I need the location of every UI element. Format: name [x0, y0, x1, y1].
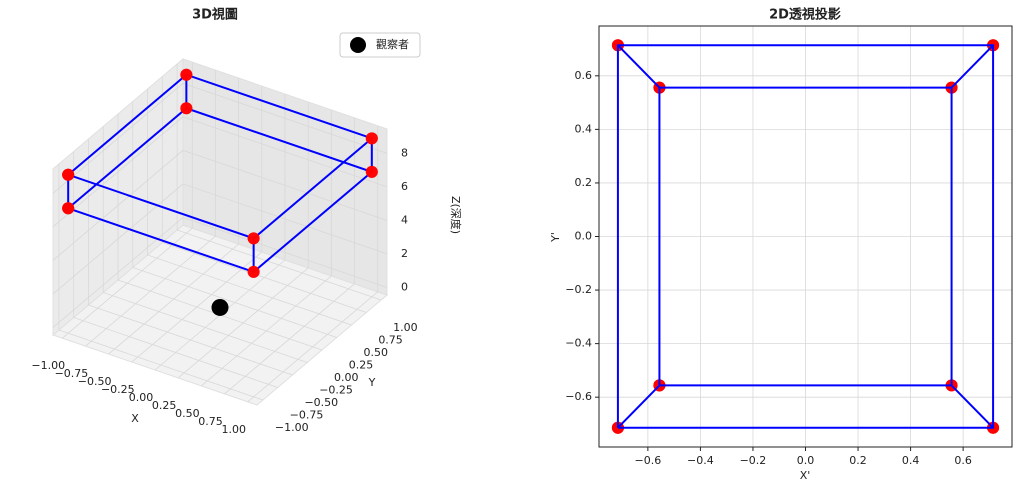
vertex-marker: [247, 265, 260, 278]
chart-title: 2D透視投影: [769, 7, 841, 23]
vertex-marker: [180, 68, 193, 81]
plot-frame: [598, 25, 1013, 448]
x-tick-label: 0.25: [152, 399, 177, 412]
x-tick-label: 0.0: [797, 454, 815, 467]
grid-line: [176, 64, 382, 301]
x-tick-label: 1.00: [221, 423, 246, 436]
y-tick-label: 0.4: [575, 122, 593, 135]
projected-edges: [616, 44, 995, 429]
grid-line: [177, 101, 309, 379]
x-tick-label: −1.00: [31, 359, 65, 372]
grid-line: [201, 109, 332, 387]
x-tick-label: 0.50: [175, 407, 200, 420]
grid-line: [52, 149, 388, 261]
grid-line: [102, 126, 308, 363]
y-tick-label: −0.6: [565, 390, 592, 403]
chart-title: 3D視圖: [192, 7, 238, 23]
x-axis-label: X': [800, 469, 811, 482]
grid-line: [154, 94, 286, 371]
vertex-marker: [62, 202, 75, 215]
observer-point: [211, 298, 229, 316]
y-tick-label: 1.00: [393, 321, 418, 334]
z-tick-label: 0: [401, 280, 408, 293]
grid-line: [161, 76, 367, 313]
grid-line: [52, 217, 388, 328]
y-tick-label: 0.00: [334, 371, 359, 384]
y-tick-label: −1.00: [275, 421, 309, 434]
grid-line: [88, 139, 293, 376]
z-axis-label: Z(深度): [449, 196, 463, 234]
y-tick-label: 0.75: [378, 334, 403, 347]
x-tick-label: −0.2: [740, 454, 767, 467]
x-tick-label: −0.25: [101, 383, 135, 396]
grid-line: [131, 86, 263, 363]
vertex-marker: [180, 102, 193, 115]
y-tick-label: −0.50: [304, 396, 338, 409]
z-tick-label: 6: [401, 180, 408, 193]
grid-line: [85, 70, 216, 347]
y-tick-label: −0.75: [290, 409, 324, 422]
vertex-marker: [62, 168, 75, 181]
y-tick-label: 0.25: [349, 359, 374, 372]
y-tick-label: −0.4: [565, 337, 592, 350]
grid-line: [132, 101, 337, 338]
grid-line: [58, 164, 264, 401]
grid-line: [147, 89, 352, 326]
x-tick-label: 0.00: [129, 391, 154, 404]
vertex-marker: [365, 132, 378, 145]
x-tick-label: −0.4: [687, 454, 714, 467]
vertex-marker: [365, 165, 378, 178]
x-tick-label: 0.6: [954, 454, 972, 467]
y-axis-label: Y': [549, 232, 562, 243]
y-tick-label: 0.50: [364, 346, 389, 359]
y-tick-label: 0.0: [575, 230, 593, 243]
x-tick-label: 0.2: [849, 454, 867, 467]
grid-line: [52, 82, 388, 194]
y-tick-label: −0.2: [565, 283, 592, 296]
grid-line: [52, 183, 388, 295]
grid-line: [117, 114, 323, 351]
grid-line: [224, 117, 355, 395]
y-tick-label: 0.6: [575, 69, 593, 82]
grid-line: [52, 116, 388, 228]
y-tick-label: −0.25: [319, 384, 353, 397]
x-tick-label: −0.75: [55, 367, 89, 380]
x-tick-label: −0.50: [78, 375, 112, 388]
z-tick-label: 4: [401, 213, 408, 226]
z-tick-label: 2: [401, 247, 408, 260]
x-tick-label: −0.6: [635, 454, 662, 467]
y-tick-label: 0.2: [575, 176, 593, 189]
x-tick-label: 0.75: [198, 415, 223, 428]
grid-line: [108, 78, 240, 355]
grid-line: [247, 125, 379, 403]
legend-marker: [350, 37, 366, 53]
vertex-marker: [247, 232, 260, 245]
z-tick-label: 8: [401, 146, 408, 159]
x-axis-label: X: [131, 412, 139, 425]
legend-label: 觀察者: [376, 37, 409, 51]
y-axis-label: Y: [368, 376, 376, 389]
grid-line: [62, 62, 193, 339]
x-tick-label: 0.4: [902, 454, 920, 467]
